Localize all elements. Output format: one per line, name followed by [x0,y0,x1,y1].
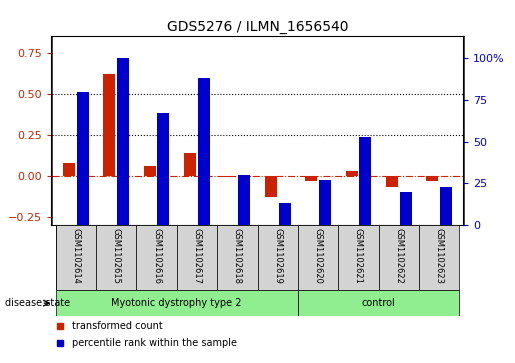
Bar [379,225,419,290]
Bar [198,78,210,225]
Text: Myotonic dystrophy type 2: Myotonic dystrophy type 2 [111,298,242,308]
Bar [305,176,317,181]
Bar [96,225,136,290]
Text: GSM1102617: GSM1102617 [193,228,201,284]
Bar [63,163,75,176]
Bar [77,92,89,225]
Bar [225,176,236,178]
Bar [136,225,177,290]
Bar [117,58,129,225]
Bar [298,225,338,290]
Bar [386,176,398,187]
Text: disease state: disease state [5,298,70,308]
Bar [346,171,358,176]
Bar [103,74,115,176]
Bar [157,113,169,225]
Bar [426,176,438,181]
Title: GDS5276 / ILMN_1656540: GDS5276 / ILMN_1656540 [167,20,348,34]
Bar [56,225,96,290]
Bar [184,153,196,176]
Text: transformed count: transformed count [72,321,163,331]
Text: GSM1102620: GSM1102620 [314,228,322,284]
Text: percentile rank within the sample: percentile rank within the sample [72,338,237,348]
Bar [217,225,258,290]
Bar [338,225,379,290]
Text: GSM1102616: GSM1102616 [152,228,161,284]
Bar [319,180,331,225]
Bar [400,192,412,225]
Text: GSM1102614: GSM1102614 [71,228,80,284]
Bar [144,166,156,176]
Bar [359,137,371,225]
Text: control: control [362,298,396,308]
Bar [279,203,290,225]
Bar [298,290,459,316]
Text: GSM1102619: GSM1102619 [273,228,282,284]
Bar [258,225,298,290]
Bar [419,225,459,290]
Bar [440,187,452,225]
Text: GSM1102623: GSM1102623 [435,228,444,284]
Bar [238,175,250,225]
Text: GSM1102622: GSM1102622 [394,228,403,284]
Bar [56,290,298,316]
Text: GSM1102618: GSM1102618 [233,228,242,284]
Bar [265,176,277,197]
Bar [177,225,217,290]
Text: GSM1102621: GSM1102621 [354,228,363,284]
Text: GSM1102615: GSM1102615 [112,228,121,284]
